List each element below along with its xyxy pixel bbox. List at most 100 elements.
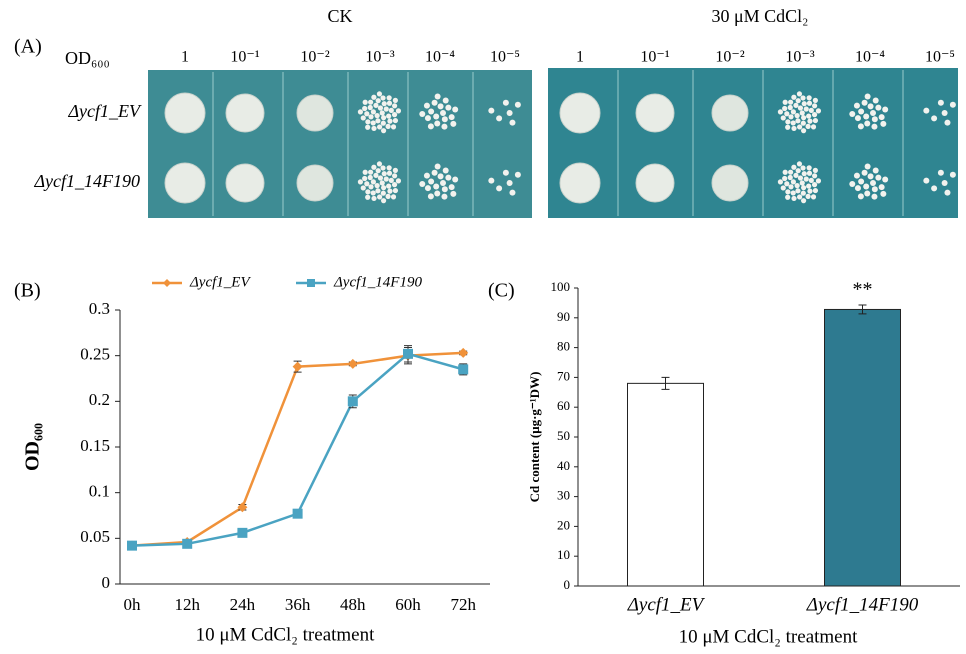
colony-dot: [793, 173, 798, 178]
colony-dot: [870, 180, 876, 186]
colony-dot: [391, 194, 396, 199]
y-tick-label: 30: [557, 488, 570, 503]
colony-dot: [950, 172, 956, 178]
colony-dot: [875, 105, 881, 111]
marker: [237, 528, 247, 538]
colony-dot: [503, 100, 509, 106]
colony-dot: [801, 198, 806, 203]
colony-dot: [880, 191, 886, 197]
y-tick-label: 0.1: [89, 482, 110, 501]
colony-dot: [795, 113, 800, 118]
y-tick-label: 60: [557, 398, 570, 413]
colony-dot: [375, 188, 380, 193]
colony-dot: [434, 120, 440, 126]
colony-dot: [393, 188, 398, 193]
colony-dot: [807, 189, 812, 194]
y-tick-label: 80: [557, 339, 570, 354]
colony-dot: [450, 191, 456, 197]
colony-dot: [868, 103, 874, 109]
colony-dot: [807, 171, 812, 176]
colony-dot: [371, 165, 376, 170]
colony-dot: [371, 126, 376, 131]
marker: [348, 396, 358, 406]
colony-dot: [873, 97, 879, 103]
colony-dot: [880, 121, 886, 127]
colony-dot: [802, 171, 807, 176]
colony-dot: [791, 179, 796, 184]
colony-dot: [882, 106, 888, 112]
colony-dot: [795, 188, 800, 193]
colony-dot: [382, 171, 387, 176]
panel-label: (B): [14, 280, 41, 302]
colony-dot: [496, 115, 502, 121]
colony-dot: [858, 108, 864, 114]
colony-dot: [938, 100, 944, 106]
colony-dot: [428, 108, 434, 114]
colony-dot: [445, 105, 451, 111]
colony-dot: [868, 173, 874, 179]
bar: [825, 309, 901, 586]
colony-dot: [813, 168, 818, 173]
colony-dot: [785, 195, 790, 200]
colony-dot: [793, 103, 798, 108]
colony-dot: [797, 91, 802, 96]
colony-dot: [371, 109, 376, 114]
colony-dot: [387, 189, 392, 194]
colony-dot: [373, 103, 378, 108]
colony-dot: [387, 165, 392, 170]
colony-dot: [452, 176, 458, 182]
colony-dot: [381, 198, 386, 203]
colony-dot: [788, 105, 793, 110]
colony-dot: [785, 125, 790, 130]
colony-dot: [440, 180, 446, 186]
colony-dot: [797, 161, 802, 166]
colony-dot: [361, 115, 366, 120]
colony-dot: [788, 170, 793, 175]
colony-dot: [442, 186, 448, 192]
colony-dot: [806, 183, 811, 188]
colony-dot: [361, 185, 366, 190]
colony-dot: [393, 168, 398, 173]
colony-dot: [509, 120, 515, 126]
colony-dot: [358, 109, 363, 114]
colony-dot: [783, 170, 788, 175]
y-axis-label: OD₆₀₀: [22, 423, 44, 471]
colony-dot: [438, 173, 444, 179]
y-tick-label: 0.2: [89, 390, 110, 409]
colony-dot: [778, 179, 783, 184]
colony-spot: [636, 94, 674, 132]
colony-dot: [800, 110, 805, 115]
colony-dot: [358, 179, 363, 184]
colony-dot: [813, 98, 818, 103]
colony-dot: [376, 168, 381, 173]
colony-dot: [496, 185, 502, 191]
colony-dot: [923, 178, 929, 184]
colony-dot: [804, 176, 809, 181]
colony-dot: [362, 106, 367, 111]
colony-dot: [882, 176, 888, 182]
colony-dot: [798, 175, 803, 180]
colony-dot: [781, 185, 786, 190]
colony-spot: [226, 164, 264, 202]
colony-dot: [788, 184, 793, 189]
colony-dot: [381, 185, 386, 190]
panel-label: (A): [14, 36, 42, 58]
colony-dot: [515, 102, 521, 108]
colony-dot: [488, 108, 494, 114]
legend-marker: [307, 279, 315, 287]
dilution-label: 1: [181, 49, 189, 66]
colony-dot: [449, 114, 455, 120]
marker: [458, 364, 468, 374]
colony-dot: [507, 180, 513, 186]
dilution-label: 10⁻⁴: [425, 49, 455, 66]
colony-dot: [863, 114, 869, 120]
colony-dot: [801, 128, 806, 133]
legend-label: Δycf1_EV: [189, 274, 251, 290]
colony-dot: [364, 111, 369, 116]
colony-dot: [870, 110, 876, 116]
marker: [403, 349, 413, 359]
x-tick-label: 48h: [340, 595, 366, 614]
colony-dot: [864, 120, 870, 126]
colony-dot: [385, 194, 390, 199]
colony-dot: [424, 173, 430, 179]
